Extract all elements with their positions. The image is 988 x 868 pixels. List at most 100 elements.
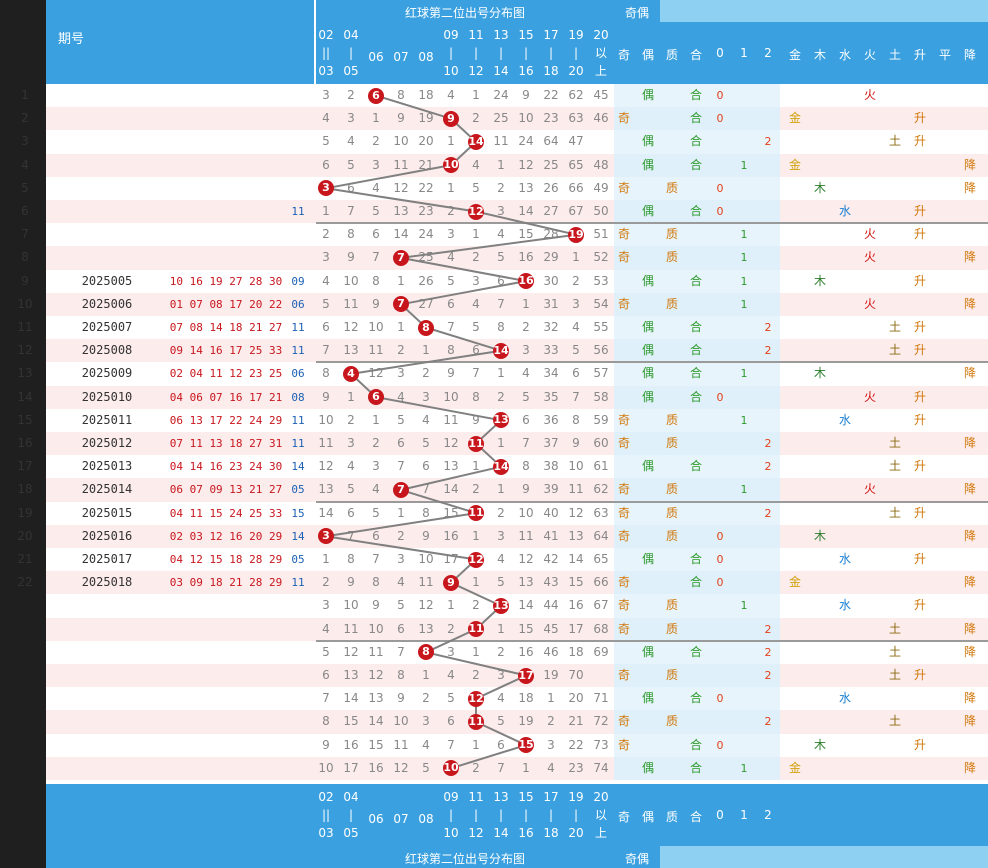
blue-number: 11	[291, 205, 305, 218]
miss-value: 6	[322, 320, 330, 334]
wuxing: 木	[813, 180, 826, 195]
miss-value: 1	[397, 505, 405, 520]
trend-dir: 升	[913, 227, 926, 242]
miss-value: 6	[322, 157, 330, 172]
red-ball: 9	[443, 574, 459, 591]
range-part: 13	[493, 790, 509, 804]
miss-value: 11	[493, 134, 509, 149]
oe-zone	[614, 176, 780, 200]
odd-even: 奇	[617, 436, 630, 450]
col-label-12: 升	[913, 48, 926, 62]
col-label-13: 平	[938, 48, 951, 62]
blue-number: 11	[291, 576, 305, 590]
miss-value: 6	[347, 180, 355, 195]
miss-value: 2	[472, 668, 480, 682]
miss-value: 22	[543, 88, 559, 102]
miss-value: 16	[518, 644, 534, 659]
wuxing: 土	[888, 644, 901, 659]
miss-value: 4	[447, 668, 455, 682]
miss-value: 37	[543, 436, 559, 450]
range-header-10: 19 | 20	[564, 788, 588, 842]
miss-value: 15	[568, 575, 584, 590]
miss-value: 21	[568, 714, 584, 729]
miss-value: 4	[497, 552, 505, 566]
red-numbers: 07 08 14 18 21 27	[169, 321, 283, 334]
issue-number: 2025012	[81, 436, 133, 450]
miss-value: 12	[343, 320, 359, 334]
prime-composite: 质	[665, 180, 678, 195]
miss-value: 5	[472, 180, 480, 195]
trend-dir: 降	[963, 180, 976, 195]
odd-even: 偶	[641, 760, 654, 775]
blue-number: 11	[291, 321, 305, 334]
range-part: 06	[368, 812, 384, 826]
wuxing: 土	[888, 459, 901, 474]
miss-value: 2	[472, 760, 480, 775]
miss-value: 5	[472, 320, 480, 334]
row-index: 3	[21, 134, 29, 149]
miss-value: 7	[397, 644, 405, 659]
row-index: 5	[21, 180, 29, 195]
miss-value: 11	[393, 157, 409, 172]
miss-value: 4	[347, 134, 355, 149]
miss-value: 54	[593, 296, 609, 311]
miss-value: 5	[497, 250, 505, 265]
miss-value: 17	[343, 760, 359, 775]
col-label-2: 质	[665, 48, 678, 62]
trend-dir: 升	[913, 552, 926, 566]
oe-zone	[614, 107, 780, 131]
miss-value: 2	[322, 575, 330, 590]
trend-dir: 降	[963, 621, 976, 636]
range-part: 07	[393, 50, 409, 64]
miss-value: 3	[522, 343, 530, 358]
miss-value: 69	[593, 644, 609, 659]
miss-value: 11	[343, 621, 359, 636]
miss-value: 12	[568, 505, 584, 520]
odd-even: 奇	[617, 714, 630, 729]
oe-zone	[614, 339, 780, 363]
footer-label-3: 合	[689, 810, 702, 824]
miss-value: 13	[568, 528, 584, 543]
trend-dir: 降	[963, 366, 976, 381]
odd-even: 奇	[617, 180, 630, 195]
wuxing: 土	[888, 714, 901, 729]
range-header-7: 13 | 14	[489, 26, 513, 80]
trend-dir: 降	[963, 157, 976, 172]
miss-value: 8	[372, 273, 380, 288]
miss-value: 58	[593, 389, 609, 404]
miss-value: 59	[593, 412, 609, 427]
miss-value: 2	[472, 111, 480, 126]
miss-value: 18	[568, 644, 584, 659]
prime-composite: 质	[665, 714, 678, 729]
miss-value: 1	[497, 482, 505, 497]
miss-value: 7	[347, 204, 355, 218]
range-part: |	[523, 808, 529, 822]
miss-value: 13	[418, 621, 434, 636]
miss-value: 6	[372, 528, 380, 543]
group-separator	[316, 500, 988, 503]
miss-value: 4	[447, 250, 455, 265]
issue-number: 2025010	[81, 389, 133, 404]
red-ball: 14	[493, 342, 509, 359]
miss-value: 6	[497, 273, 505, 288]
miss-value: 5	[497, 714, 505, 729]
group-separator	[316, 361, 988, 364]
wuxing: 土	[888, 320, 901, 334]
miss-value: 23	[543, 111, 559, 126]
miss-value: 12	[518, 552, 534, 566]
col-label-7: 金	[788, 48, 801, 62]
range-part: 以	[594, 808, 607, 822]
miss-value: 3	[397, 552, 405, 566]
trend-segment	[400, 488, 477, 515]
miss-value: 5	[572, 343, 580, 358]
range-header-4: 08	[414, 810, 438, 828]
odd-even: 奇	[617, 737, 630, 752]
miss-value: 2	[572, 273, 580, 288]
issue-label: 期号	[58, 32, 85, 47]
odd-even: 偶	[641, 134, 654, 149]
footer-right-bar	[660, 846, 988, 868]
issue-number: 2025016	[81, 528, 133, 543]
miss-value: 8	[522, 459, 530, 474]
trend-dir: 降	[963, 296, 976, 311]
miss-value: 6	[522, 412, 530, 427]
